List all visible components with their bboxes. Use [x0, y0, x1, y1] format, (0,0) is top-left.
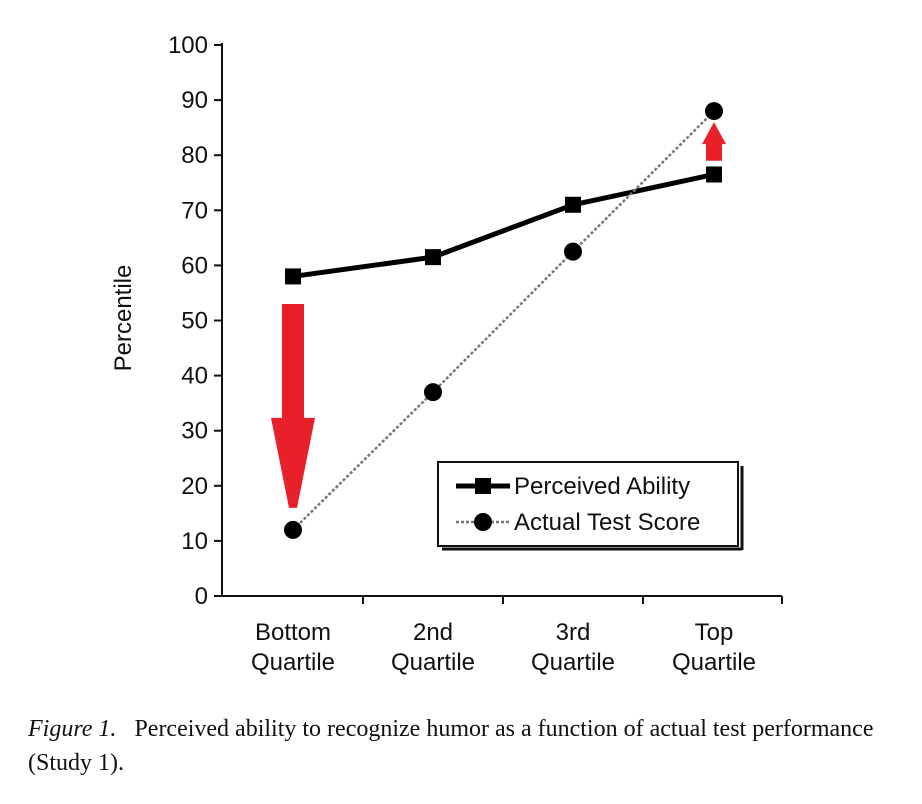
arrow-down [271, 303, 315, 508]
legend-swatch-marker [474, 513, 492, 531]
y-tick-label: 80 [181, 142, 208, 169]
x-tick-label-line: 3rd [556, 619, 591, 646]
x-tick-label-line: 2nd [413, 619, 453, 646]
data-point [284, 520, 302, 539]
series-line [292, 172, 715, 279]
series-actual-test-score [284, 102, 723, 539]
x-tick-label: Bottom Quartile [251, 619, 335, 676]
legend-label: Perceived Ability [514, 473, 690, 500]
figure-caption: Figure 1. Perceived ability to recognize … [28, 712, 898, 780]
y-tick-label: 20 [181, 473, 208, 500]
x-tick-label: 3rd Quartile [531, 619, 615, 676]
series-perceived-ability [285, 166, 722, 285]
y-axis-ticks: 0 10 20 30 40 50 60 70 80 90 100 [168, 32, 222, 610]
series-line [292, 110, 715, 531]
data-point [706, 166, 722, 183]
data-point [285, 268, 301, 285]
y-tick-label: 0 [195, 583, 208, 610]
data-point [705, 102, 723, 121]
x-tick-label-line: Quartile [531, 649, 615, 676]
series-layer [284, 102, 723, 539]
legend-box [437, 461, 739, 547]
data-point [565, 196, 581, 213]
y-tick-label: 60 [181, 252, 208, 279]
y-tick-label: 50 [181, 308, 208, 335]
x-tick-label: Top Quartile [672, 619, 756, 676]
y-tick-label: 100 [168, 32, 208, 59]
y-tick-label: 70 [181, 197, 208, 224]
x-tick-label-line: Quartile [251, 649, 335, 676]
data-point [564, 242, 582, 261]
data-point [425, 249, 441, 266]
y-tick-label: 40 [181, 363, 208, 390]
caption-text: Perceived ability to recognize humor as … [28, 716, 874, 776]
x-tick-label-line: Quartile [672, 649, 756, 676]
caption-label: Figure 1. [28, 716, 117, 742]
y-axis-label: Percentile [110, 265, 137, 372]
legend-label: Actual Test Score [514, 509, 700, 536]
legend: Perceived Ability Actual Test Score [437, 461, 744, 551]
arrow-up [702, 122, 726, 161]
y-tick-label: 10 [181, 528, 208, 555]
x-tick-label: 2nd Quartile [391, 619, 475, 676]
annotation-arrows [271, 122, 726, 508]
x-tick-label-line: Quartile [391, 649, 475, 676]
x-tick-label-line: Bottom [255, 619, 331, 646]
y-tick-label: 30 [181, 418, 208, 445]
x-tick-label-line: Top [695, 619, 734, 646]
y-tick-label: 90 [181, 87, 208, 114]
x-axis-ticks: Bottom Quartile 2nd Quartile 3rd Quartile Top Q… [251, 596, 783, 676]
legend-swatch-marker [475, 478, 491, 494]
data-point [424, 383, 442, 402]
